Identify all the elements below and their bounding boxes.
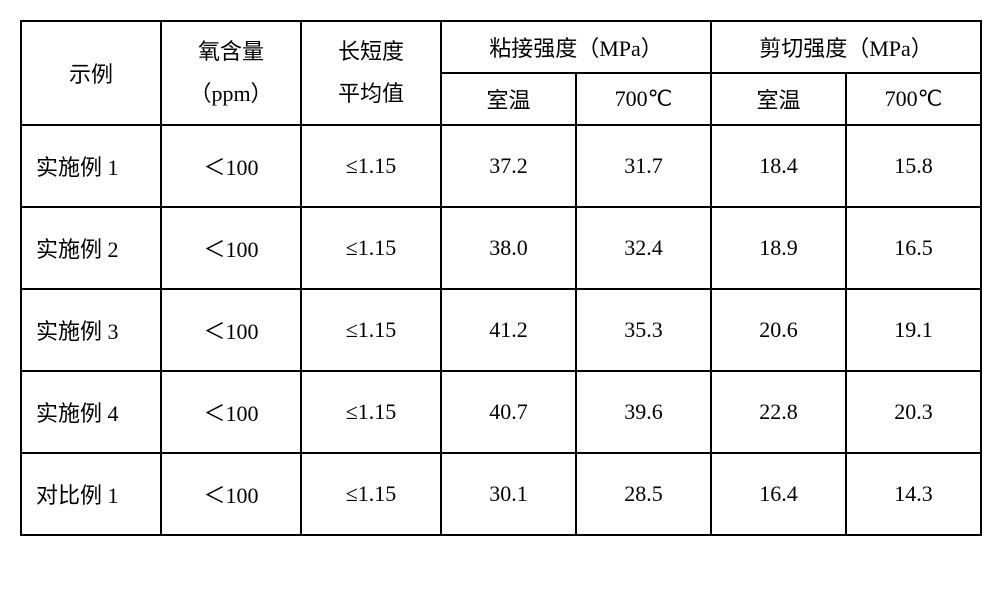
cell-ratio: ≤1.15	[301, 207, 441, 289]
header-bond: 粘接强度（MPa）	[441, 21, 711, 73]
table-row: 实施例 2 ＜100 ≤1.15 38.0 32.4 18.9 16.5	[21, 207, 981, 289]
header-bond-hot: 700℃	[576, 73, 711, 125]
cell-shear-rt: 18.9	[711, 207, 846, 289]
cell-bond-rt: 41.2	[441, 289, 576, 371]
cell-bond-rt: 37.2	[441, 125, 576, 207]
cell-shear-hot: 15.8	[846, 125, 981, 207]
cell-shear-rt: 20.6	[711, 289, 846, 371]
cell-bond-rt: 38.0	[441, 207, 576, 289]
header-ratio-line1: 长短度	[302, 31, 440, 73]
cell-ratio: ≤1.15	[301, 371, 441, 453]
header-oxygen-line1: 氧含量	[162, 31, 300, 73]
table-row: 实施例 3 ＜100 ≤1.15 41.2 35.3 20.6 19.1	[21, 289, 981, 371]
header-row-1: 示例 氧含量 （ppm） 长短度 平均值 粘接强度（MPa） 剪切强度（MPa）	[21, 21, 981, 73]
table-row: 对比例 1 ＜100 ≤1.15 30.1 28.5 16.4 14.3	[21, 453, 981, 535]
header-bond-rt: 室温	[441, 73, 576, 125]
cell-shear-hot: 20.3	[846, 371, 981, 453]
header-ratio-line2: 平均值	[302, 73, 440, 115]
cell-ratio: ≤1.15	[301, 453, 441, 535]
cell-bond-hot: 28.5	[576, 453, 711, 535]
cell-ratio: ≤1.15	[301, 125, 441, 207]
table-row: 实施例 4 ＜100 ≤1.15 40.7 39.6 22.8 20.3	[21, 371, 981, 453]
cell-shear-hot: 14.3	[846, 453, 981, 535]
cell-oxygen: ＜100	[161, 371, 301, 453]
cell-shear-hot: 16.5	[846, 207, 981, 289]
row-label: 实施例 4	[21, 371, 161, 453]
cell-oxygen: ＜100	[161, 453, 301, 535]
header-shear: 剪切强度（MPa）	[711, 21, 981, 73]
cell-ratio: ≤1.15	[301, 289, 441, 371]
row-label: 对比例 1	[21, 453, 161, 535]
cell-bond-hot: 32.4	[576, 207, 711, 289]
row-label: 实施例 3	[21, 289, 161, 371]
header-example: 示例	[21, 21, 161, 125]
header-shear-rt: 室温	[711, 73, 846, 125]
cell-shear-rt: 22.8	[711, 371, 846, 453]
data-table: 示例 氧含量 （ppm） 长短度 平均值 粘接强度（MPa） 剪切强度（MPa）…	[20, 20, 982, 536]
cell-shear-hot: 19.1	[846, 289, 981, 371]
header-oxygen: 氧含量 （ppm）	[161, 21, 301, 125]
header-ratio: 长短度 平均值	[301, 21, 441, 125]
cell-shear-rt: 16.4	[711, 453, 846, 535]
cell-bond-hot: 39.6	[576, 371, 711, 453]
header-shear-hot: 700℃	[846, 73, 981, 125]
cell-oxygen: ＜100	[161, 125, 301, 207]
header-oxygen-line2: （ppm）	[162, 73, 300, 115]
cell-oxygen: ＜100	[161, 207, 301, 289]
row-label: 实施例 1	[21, 125, 161, 207]
cell-bond-rt: 30.1	[441, 453, 576, 535]
cell-bond-hot: 35.3	[576, 289, 711, 371]
cell-shear-rt: 18.4	[711, 125, 846, 207]
cell-bond-rt: 40.7	[441, 371, 576, 453]
row-label: 实施例 2	[21, 207, 161, 289]
cell-bond-hot: 31.7	[576, 125, 711, 207]
table-row: 实施例 1 ＜100 ≤1.15 37.2 31.7 18.4 15.8	[21, 125, 981, 207]
cell-oxygen: ＜100	[161, 289, 301, 371]
